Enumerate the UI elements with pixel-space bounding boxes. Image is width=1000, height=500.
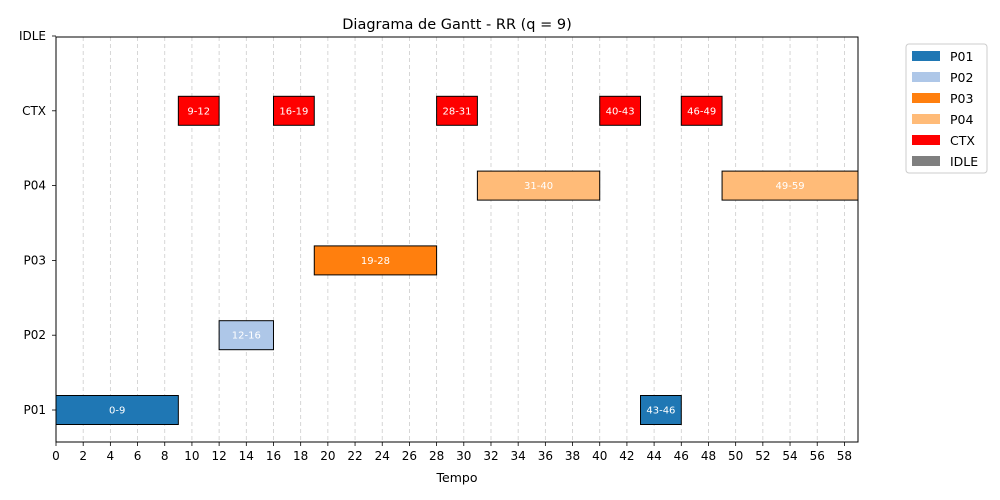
x-tick-label: 32 — [483, 449, 498, 463]
gantt-bar-p02 — [218, 320, 274, 351]
legend-swatch-idle — [912, 156, 940, 166]
gantt-bar-ctx — [177, 95, 220, 126]
legend-swatch-p01 — [912, 51, 940, 61]
y-axis: P01 P02 P03 P04 CTX IDLE — [19, 29, 56, 417]
bars: 0-9 9-12 12-16 16-19 19-28 28-31 31-40 40-43 43-… — [55, 95, 859, 425]
legend-label: IDLE — [950, 154, 978, 169]
gantt-bar-ctx — [272, 95, 315, 126]
x-tick-label: 10 — [184, 449, 199, 463]
gantt-bar-p04 — [721, 170, 859, 201]
x-tick-label: 2 — [79, 449, 87, 463]
bar-label: 31-40 — [524, 181, 553, 192]
y-tick-label: IDLE — [19, 29, 46, 43]
legend-swatch-p04 — [912, 114, 940, 124]
legend: P01 P02 P03 P04 CTX IDLE — [905, 43, 988, 174]
bar-label: 49-59 — [776, 181, 805, 192]
x-tick-label: 14 — [239, 449, 254, 463]
gantt-bar-p01 — [55, 395, 179, 425]
bar-label: 16-19 — [279, 106, 308, 117]
bar-label: 9-12 — [187, 106, 210, 117]
x-tick-label: 58 — [837, 449, 852, 463]
x-axis: 0 2 4 6 8 10 12 14 16 18 20 22 24 26 28 30 32 34 36 38 40 42 4… — [52, 442, 852, 463]
chart-title: Diagrama de Gantt - RR (q = 9) — [342, 17, 572, 33]
x-tick-label: 36 — [538, 449, 553, 463]
legend-label: P04 — [950, 112, 973, 127]
y-tick-label: CTX — [22, 104, 46, 118]
gantt-bar-p04 — [476, 170, 601, 201]
bar-label: 0-9 — [109, 406, 125, 417]
x-axis-label: Tempo — [436, 470, 478, 485]
x-tick-label: 44 — [646, 449, 661, 463]
bar-label: 19-28 — [361, 256, 390, 267]
x-tick-label: 28 — [429, 449, 444, 463]
legend-swatch-p02 — [912, 72, 940, 82]
plot-frame — [55, 36, 859, 443]
x-tick-label: 56 — [810, 449, 825, 463]
y-tick-label: P01 — [23, 403, 46, 417]
x-tick-label: 16 — [266, 449, 281, 463]
legend-label: P01 — [950, 49, 973, 64]
bar-label: 28-31 — [442, 106, 471, 117]
gantt-bar-p03 — [313, 245, 438, 276]
x-tick-label: 40 — [592, 449, 607, 463]
gantt-bar-ctx — [599, 95, 642, 126]
legend-swatch-ctx — [912, 135, 940, 145]
legend-swatch-p03 — [912, 93, 940, 103]
x-tick-label: 30 — [456, 449, 471, 463]
legend-label: P02 — [950, 70, 973, 85]
y-tick-label: P02 — [23, 328, 46, 342]
x-tick-label: 46 — [674, 449, 689, 463]
x-tick-label: 52 — [755, 449, 770, 463]
x-tick-label: 22 — [347, 449, 362, 463]
x-tick-label: 8 — [161, 449, 169, 463]
y-tick-label: P03 — [23, 253, 46, 267]
legend-label: P03 — [950, 91, 973, 106]
x-tick-label: 20 — [320, 449, 335, 463]
x-tick-label: 0 — [52, 449, 60, 463]
x-tick-label: 26 — [402, 449, 417, 463]
x-tick-label: 42 — [619, 449, 634, 463]
x-tick-label: 12 — [211, 449, 226, 463]
x-tick-label: 18 — [293, 449, 308, 463]
x-tick-label: 48 — [701, 449, 716, 463]
bar-label: 46-49 — [687, 106, 716, 117]
x-tick-label: 6 — [134, 449, 142, 463]
gantt-bar-ctx — [436, 95, 478, 126]
grid-lines — [55, 37, 845, 442]
x-tick-label: 34 — [511, 449, 526, 463]
legend-label: CTX — [950, 133, 975, 148]
bar-label: 43-46 — [646, 406, 675, 417]
x-tick-label: 4 — [107, 449, 115, 463]
gantt-bar-ctx — [680, 95, 723, 126]
bar-label: 12-16 — [232, 331, 261, 342]
bar-label: 40-43 — [606, 106, 635, 117]
y-tick-label: P04 — [23, 179, 46, 193]
x-tick-label: 54 — [782, 449, 797, 463]
gantt-bar-p01 — [640, 395, 682, 425]
x-tick-label: 50 — [728, 449, 743, 463]
x-tick-label: 38 — [565, 449, 580, 463]
x-tick-label: 24 — [375, 449, 390, 463]
